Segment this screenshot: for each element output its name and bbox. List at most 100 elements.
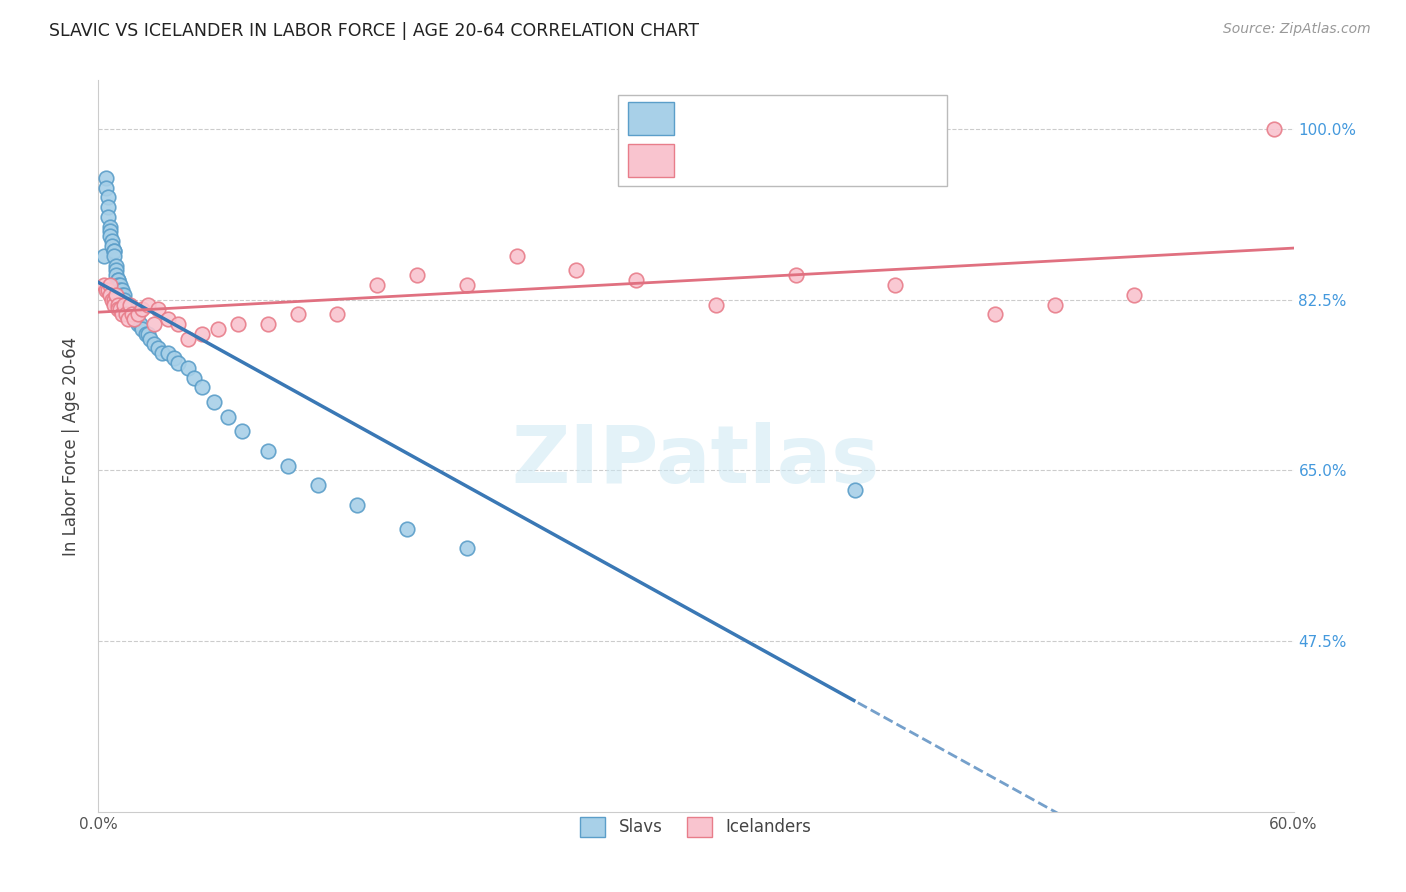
Point [112,297,135,311]
Point [136,326,159,341]
Point [120,302,142,317]
Point [107,302,129,317]
Point [127,307,149,321]
Point [101,293,124,307]
Point [183,370,205,384]
Point [107,297,129,311]
Point [167,317,190,331]
Point [177,332,200,346]
Point [307,478,329,492]
Point [984,307,1007,321]
Point [157,312,180,326]
Point [148,302,170,317]
Point [124,312,146,326]
Point [96,170,118,185]
Point [1123,288,1146,302]
Point [157,346,180,360]
Point [110,302,132,317]
Point [103,244,125,258]
Point [143,317,166,331]
Point [105,288,128,302]
Point [131,302,153,317]
Text: ZIPatlas: ZIPatlas [512,422,880,500]
Point [97,190,120,204]
Point [112,293,135,307]
Point [136,297,159,311]
Point [177,361,200,376]
Point [101,234,124,248]
Point [565,263,588,277]
Point [101,239,124,253]
Point [396,522,419,536]
Point [107,273,129,287]
Point [202,395,225,409]
Point [112,288,135,302]
Point [148,342,170,356]
Point [107,278,129,293]
Point [103,293,125,307]
Point [884,278,907,293]
Text: SLAVIC VS ICELANDER IN LABOR FORCE | AGE 20-64 CORRELATION CHART: SLAVIC VS ICELANDER IN LABOR FORCE | AGE… [49,22,699,40]
Point [97,200,120,214]
Point [115,307,138,321]
Point [127,317,149,331]
Point [105,259,128,273]
Point [111,288,134,302]
Point [98,219,122,234]
Point [111,283,134,297]
Point [103,244,125,258]
Point [105,263,128,277]
Point [1263,122,1285,136]
Point [406,268,429,283]
Point [117,297,139,311]
Point [191,326,214,341]
Point [111,307,134,321]
Point [191,380,214,394]
Point [110,283,132,297]
Point [93,278,115,293]
Point [96,180,118,194]
Point [110,278,132,293]
Point [844,483,866,497]
Point [98,229,122,244]
Point [96,283,118,297]
Point [150,346,173,360]
Point [704,297,727,311]
Point [256,317,278,331]
Point [231,425,253,439]
Point [121,307,143,321]
Point [131,322,153,336]
Point [626,273,648,287]
Point [143,336,166,351]
Legend: Slavs, Icelanders: Slavs, Icelanders [574,810,818,844]
Point [124,312,146,326]
Point [207,322,229,336]
Point [97,283,120,297]
Point [98,278,122,293]
Y-axis label: In Labor Force | Age 20-64: In Labor Force | Age 20-64 [62,336,80,556]
Point [163,351,186,366]
Point [125,312,148,326]
Point [120,297,142,311]
Point [103,249,125,263]
Point [506,249,529,263]
Point [107,273,129,287]
Point [785,268,807,283]
Point [167,356,190,370]
Point [115,297,138,311]
Point [287,307,309,321]
Point [117,312,139,326]
Point [103,297,125,311]
Point [226,317,249,331]
Point [1043,297,1066,311]
Point [98,224,122,238]
Point [326,307,349,321]
Point [217,409,239,424]
Text: Source: ZipAtlas.com: Source: ZipAtlas.com [1223,22,1371,37]
Point [129,317,152,331]
Point [456,278,478,293]
Point [366,278,388,293]
Point [117,302,139,317]
Point [256,443,278,458]
Point [124,307,146,321]
